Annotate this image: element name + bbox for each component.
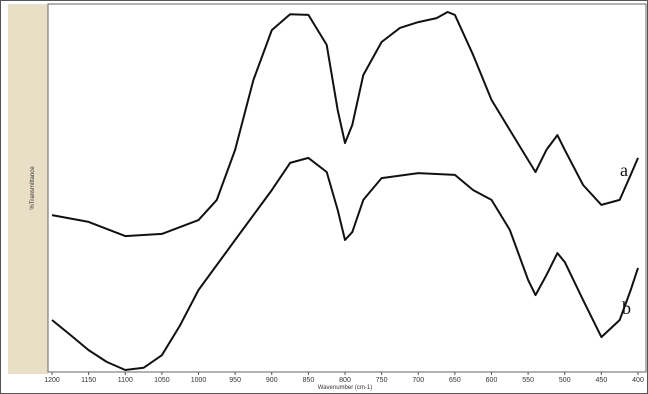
plot-area xyxy=(47,3,647,373)
x-axis-label: Wavenumber (cm-1) xyxy=(318,385,372,391)
x-tick-label: 850 xyxy=(303,377,315,384)
series-label: b xyxy=(622,298,631,318)
x-tick-label: 1050 xyxy=(154,377,170,384)
x-tick-label: 1100 xyxy=(118,377,133,384)
spectrum-line xyxy=(51,156,639,371)
x-tick-label: 550 xyxy=(522,377,534,384)
side-panel xyxy=(8,4,48,374)
x-tick-label: 600 xyxy=(486,377,498,384)
x-tick-label: 650 xyxy=(449,377,461,384)
x-tick-label: 1200 xyxy=(44,377,60,384)
x-tick-label: 1150 xyxy=(81,377,96,384)
x-tick-label: 1000 xyxy=(191,377,207,384)
x-tick-label: 500 xyxy=(559,377,571,384)
x-tick-label: 700 xyxy=(412,377,424,384)
spectrum-line xyxy=(51,11,639,238)
x-tick-label: 800 xyxy=(339,377,351,384)
x-tick-label: 450 xyxy=(596,377,608,384)
x-tick-label: 400 xyxy=(632,377,644,384)
y-axis-label: %Transmittance xyxy=(30,166,36,210)
x-tick-label: 900 xyxy=(266,377,278,384)
series-label: a xyxy=(620,160,628,180)
x-tick-label: 750 xyxy=(376,377,388,384)
x-tick-label: 950 xyxy=(229,377,241,384)
